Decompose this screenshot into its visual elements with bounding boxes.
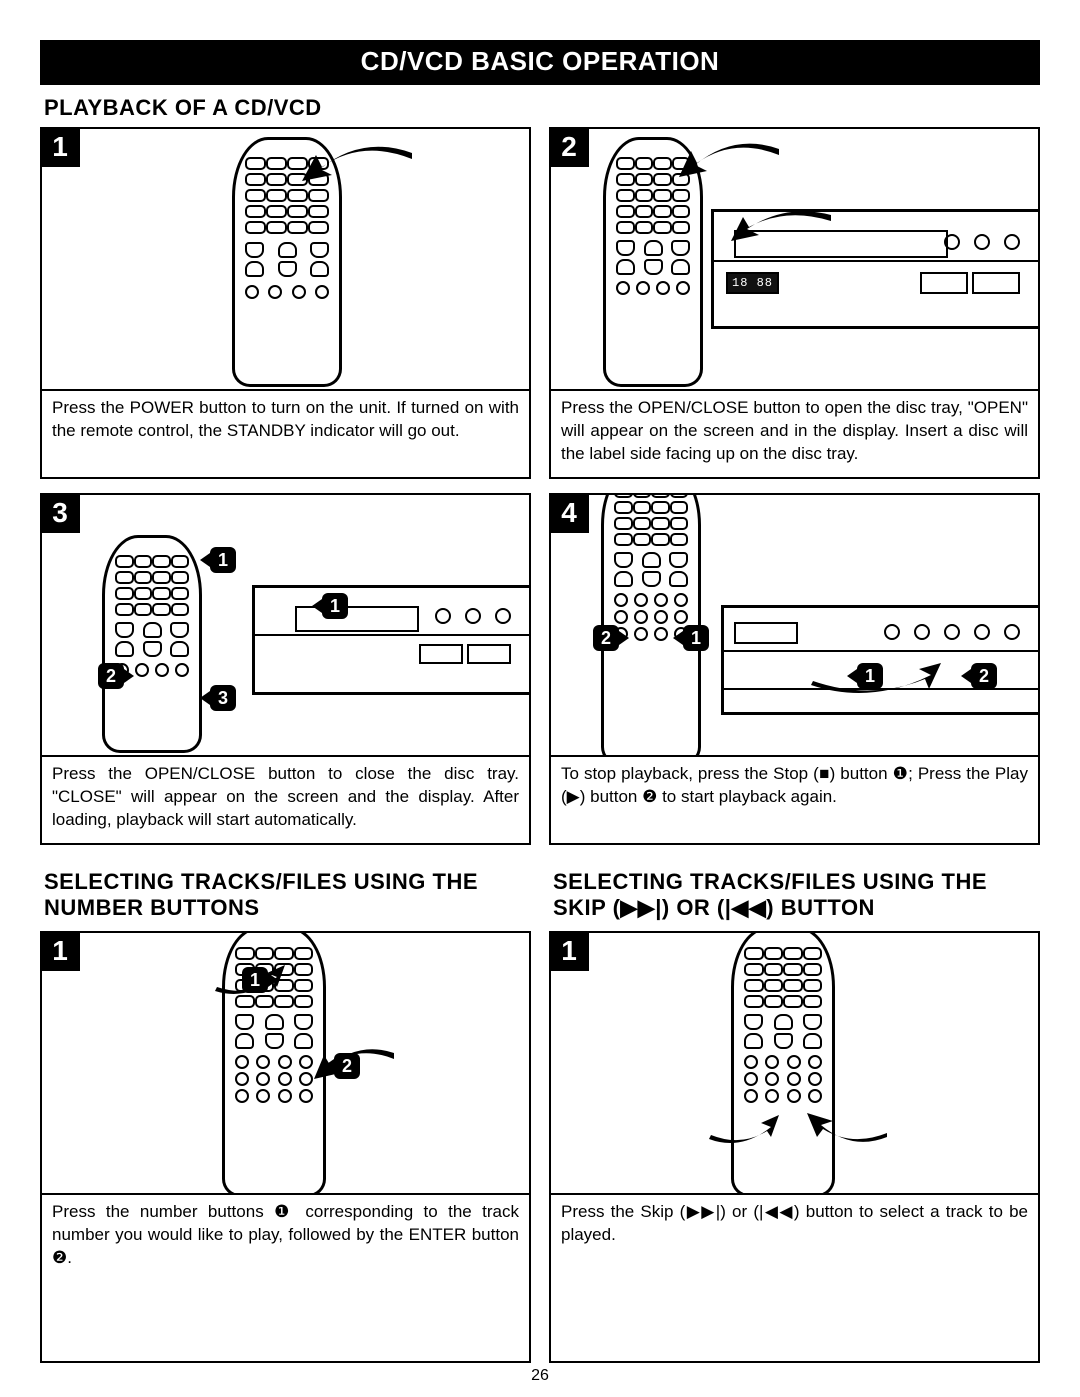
- illustration-number-buttons: 1 1 2: [40, 931, 531, 1195]
- callout-badge: 2: [593, 625, 619, 651]
- step-1: 1 Press the POWER button to turn o: [40, 127, 531, 479]
- step-number: 1: [549, 931, 589, 971]
- remote-control-icon: [102, 535, 202, 753]
- caption-step-3: Press the OPEN/CLOSE button to close the…: [40, 757, 531, 845]
- lcd-display: 18 88: [726, 272, 779, 294]
- step-3: 3 1 2 3: [40, 493, 531, 845]
- callout-badge: 1: [857, 663, 883, 689]
- illustration-step-3: 3 1 2 3: [40, 493, 531, 757]
- pointer-arrow-icon: [679, 139, 789, 194]
- pointer-arrow-icon: [731, 207, 841, 257]
- caption-step-1: Press the POWER button to turn on the un…: [40, 391, 531, 479]
- remote-control-icon: [731, 931, 835, 1195]
- callout-badge: 1: [210, 547, 236, 573]
- subheading-number-buttons: SELECTING TRACKS/FILES USING THE NUMBER …: [44, 869, 531, 925]
- subheading-skip-buttons: SELECTING TRACKS/FILES USING THE SKIP (▶…: [553, 869, 1040, 925]
- step-number: 3: [40, 493, 80, 533]
- manual-page: CD/VCD BASIC OPERATION PLAYBACK OF A CD/…: [0, 0, 1080, 1397]
- callout-badge: 2: [334, 1053, 360, 1079]
- step-2: 2: [549, 127, 1040, 479]
- row-steps-1-2: 1 Press the POWER button to turn o: [40, 127, 1040, 479]
- step-number: 1: [40, 931, 80, 971]
- caption-number-buttons: Press the number buttons ❶ corresponding…: [40, 1195, 531, 1363]
- step-number: 2: [549, 127, 589, 167]
- pointer-arrow-icon: [807, 1101, 897, 1151]
- caption-step-4: To stop playback, press the Stop (■) but…: [549, 757, 1040, 845]
- illustration-step-2: 2: [549, 127, 1040, 391]
- row-steps-3-4: 3 1 2 3: [40, 493, 1040, 845]
- caption-step-2: Press the OPEN/CLOSE button to open the …: [549, 391, 1040, 479]
- callout-badge: 1: [683, 625, 709, 651]
- subheading-playback: PLAYBACK OF A CD/VCD: [44, 95, 1040, 121]
- caption-skip-buttons: Press the Skip (▶▶|) or (|◀◀) button to …: [549, 1195, 1040, 1363]
- pointer-arrow-icon: [701, 1101, 781, 1151]
- illustration-skip-buttons: 1: [549, 931, 1040, 1195]
- callout-badge: 2: [98, 663, 124, 689]
- page-number: 26: [0, 1367, 1080, 1385]
- row-subsections: SELECTING TRACKS/FILES USING THE NUMBER …: [40, 859, 1040, 1363]
- step-number: 4: [549, 493, 589, 533]
- step-number: 1: [40, 127, 80, 167]
- callout-badge: 2: [971, 663, 997, 689]
- illustration-step-1: 1: [40, 127, 531, 391]
- callout-badge: 1: [322, 593, 348, 619]
- step-4: 4 2 1: [549, 493, 1040, 845]
- callout-badge: 3: [210, 685, 236, 711]
- section-skip-buttons: SELECTING TRACKS/FILES USING THE SKIP (▶…: [549, 859, 1040, 1363]
- section-banner: CD/VCD BASIC OPERATION: [40, 40, 1040, 85]
- player-unit-icon: [252, 585, 531, 695]
- pointer-arrow-icon: [302, 141, 422, 201]
- section-number-buttons: SELECTING TRACKS/FILES USING THE NUMBER …: [40, 859, 531, 1363]
- callout-badge: 1: [242, 967, 268, 993]
- illustration-step-4: 4 2 1: [549, 493, 1040, 757]
